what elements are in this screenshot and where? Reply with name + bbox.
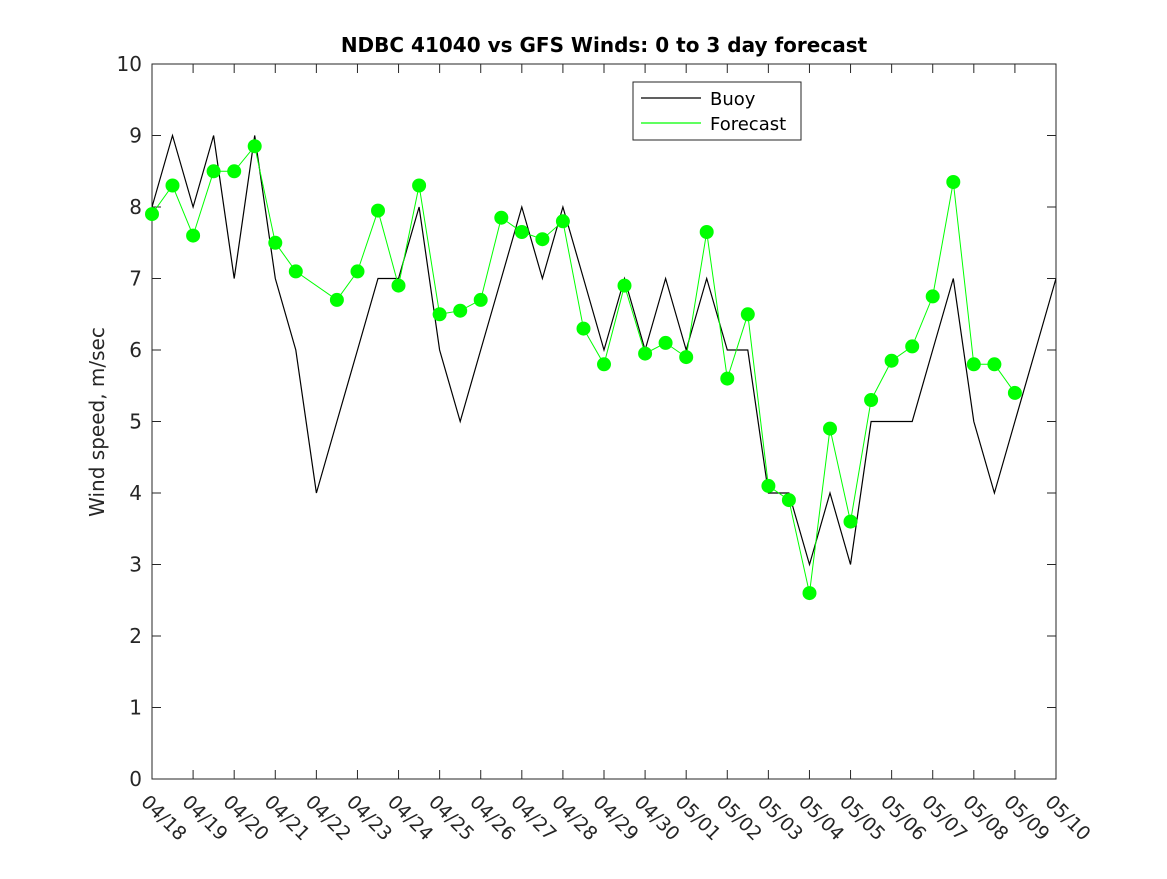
forecast-point	[679, 350, 694, 365]
forecast-point	[268, 235, 283, 250]
plot-area: 01234567891004/1804/1904/2004/2104/2204/…	[117, 52, 1095, 845]
forecast-point	[227, 164, 242, 179]
forecast-point	[165, 178, 180, 193]
y-tick-label: 4	[129, 481, 142, 505]
forecast-point	[453, 303, 468, 318]
forecast-point	[514, 225, 529, 239]
legend-box	[632, 81, 802, 141]
forecast-point	[535, 232, 550, 247]
legend-label: Buoy	[710, 89, 756, 110]
forecast-point	[412, 178, 427, 193]
y-tick-label: 9	[129, 124, 142, 148]
forecast-point	[987, 357, 1002, 372]
y-tick-label: 7	[129, 267, 142, 291]
forecast-point	[145, 207, 159, 222]
forecast-point	[720, 371, 735, 386]
forecast-point	[823, 421, 837, 436]
forecast-point	[740, 307, 755, 322]
forecast-point	[658, 335, 673, 350]
forecast-point	[555, 214, 570, 229]
y-tick-label: 2	[129, 624, 142, 648]
forecast-point	[699, 225, 714, 239]
forecast-point	[843, 514, 858, 529]
forecast-point	[638, 346, 653, 361]
y-tick-label: 6	[129, 338, 142, 362]
forecast-point	[781, 493, 796, 508]
forecast-point	[432, 307, 447, 322]
forecast-point	[905, 339, 920, 354]
y-tick-label: 0	[129, 767, 142, 791]
axes-box	[151, 63, 1057, 780]
forecast-point	[494, 210, 509, 225]
forecast-point	[473, 292, 488, 307]
forecast-point	[802, 586, 817, 601]
y-tick-label: 5	[129, 410, 142, 434]
forecast-point	[288, 264, 303, 279]
forecast-point	[186, 228, 201, 243]
forecast-point	[1007, 385, 1022, 400]
y-axis-label: Wind speed, m/sec	[85, 327, 109, 517]
forecast-point	[946, 175, 961, 189]
forecast-point	[597, 357, 611, 372]
y-tick-label: 1	[129, 696, 142, 720]
forecast-point	[884, 353, 899, 368]
forecast-point	[350, 264, 365, 279]
legend: Buoy Forecast	[632, 81, 802, 141]
series-line-buoy	[152, 133, 1056, 567]
forecast-point	[206, 164, 221, 179]
forecast-point	[966, 357, 981, 372]
forecast-point	[371, 203, 385, 218]
forecast-point	[761, 478, 776, 493]
forecast-point	[864, 393, 879, 407]
forecast-point	[391, 278, 406, 293]
forecast-point	[329, 292, 344, 307]
forecast-point	[617, 278, 632, 293]
chart-title: NDBC 41040 vs GFS Winds: 0 to 3 day fore…	[341, 33, 868, 57]
forecast-point	[576, 321, 591, 336]
y-tick-label: 3	[129, 553, 142, 577]
y-tick-label: 10	[117, 52, 142, 76]
legend-label: Forecast	[710, 114, 786, 135]
forecast-point	[247, 139, 262, 154]
forecast-point	[925, 289, 940, 304]
y-tick-label: 8	[129, 195, 142, 219]
